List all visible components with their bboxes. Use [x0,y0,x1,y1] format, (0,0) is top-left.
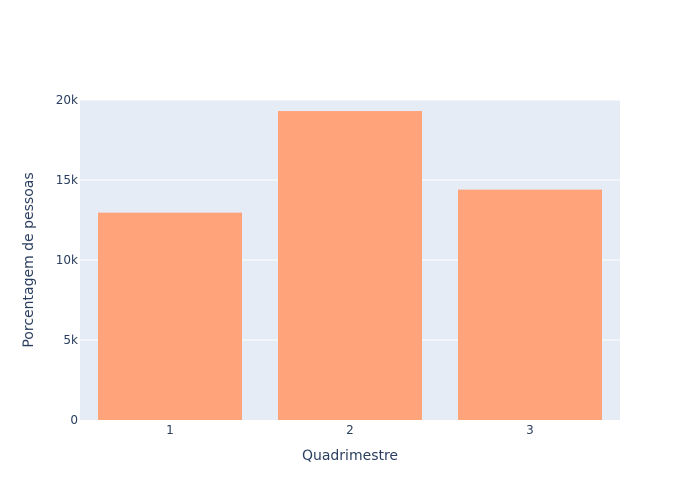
y-axis-ticks: 0 5k 10k 15k 20k [56,93,78,427]
bar [458,189,602,420]
y-tick-label: 20k [56,93,78,107]
y-tick-label: 15k [56,173,78,187]
y-tick-label: 0 [70,413,78,427]
bar [98,212,242,420]
x-axis-ticks: 1 2 3 [166,423,534,437]
y-axis-title: Porcentagem de pessoas [21,172,37,347]
bars [98,111,602,420]
x-tick-label: 3 [526,423,534,437]
x-tick-label: 1 [166,423,174,437]
x-axis-title: Quadrimestre [302,448,398,464]
y-tick-label: 10k [56,253,78,267]
bar [278,111,422,420]
y-tick-label: 5k [63,333,78,347]
x-tick-label: 2 [346,423,354,437]
